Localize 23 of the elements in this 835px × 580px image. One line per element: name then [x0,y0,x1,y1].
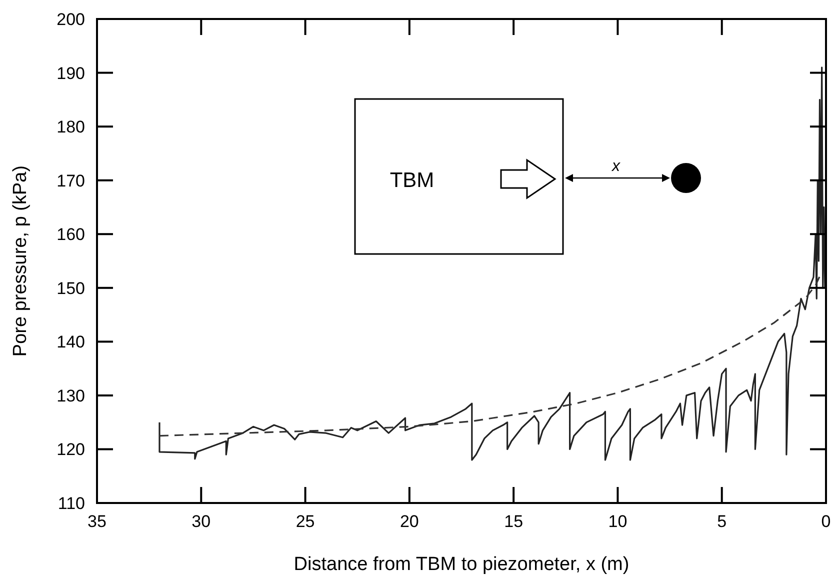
y-tick-label: 180 [56,118,85,137]
annotation: TBM [390,169,434,192]
y-tick-label: 150 [56,278,85,298]
x-tick-label: 15 [504,512,524,531]
x-axis-title: Distance from TBM to piezometer, x (m) [294,554,630,575]
x-tick-label: 10 [608,512,628,531]
y-tick-label: 140 [56,332,85,352]
y-tick-label: 130 [56,386,85,406]
line-series [158,66,826,461]
x-tick-label: 20 [400,512,419,531]
y-tick-label: 200 [56,10,85,29]
x-tick-label: 5 [717,512,727,531]
y-tick-label: 170 [56,171,85,190]
x-tick-label: 0 [821,512,831,531]
y-axis-title: Pore pressure, p (kPa) [10,165,31,357]
y-tick-label: 160 [56,225,85,244]
annotation: x [611,158,621,175]
x-tick-label: 30 [192,512,211,531]
y-tick-label: 110 [58,494,85,513]
y-tick-label: 190 [56,64,85,83]
x-tick-label: 25 [296,512,315,531]
y-tick-label: 120 [56,440,85,460]
x-tick-label: 35 [88,512,106,531]
